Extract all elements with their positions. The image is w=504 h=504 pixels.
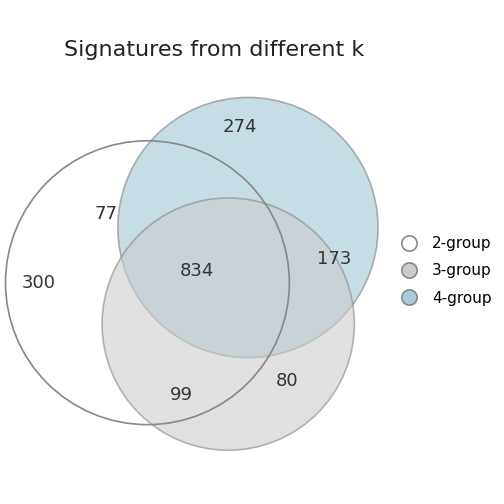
Text: 80: 80 xyxy=(276,372,299,390)
Legend: 2-group, 3-group, 4-group: 2-group, 3-group, 4-group xyxy=(388,230,498,311)
Text: 300: 300 xyxy=(22,274,56,292)
Title: Signatures from different k: Signatures from different k xyxy=(65,40,364,60)
Text: 77: 77 xyxy=(95,205,117,223)
Text: 173: 173 xyxy=(318,250,352,268)
Text: 99: 99 xyxy=(169,386,193,404)
Circle shape xyxy=(118,97,378,358)
Text: 274: 274 xyxy=(223,118,258,136)
Text: 834: 834 xyxy=(179,262,214,280)
Circle shape xyxy=(102,198,354,450)
